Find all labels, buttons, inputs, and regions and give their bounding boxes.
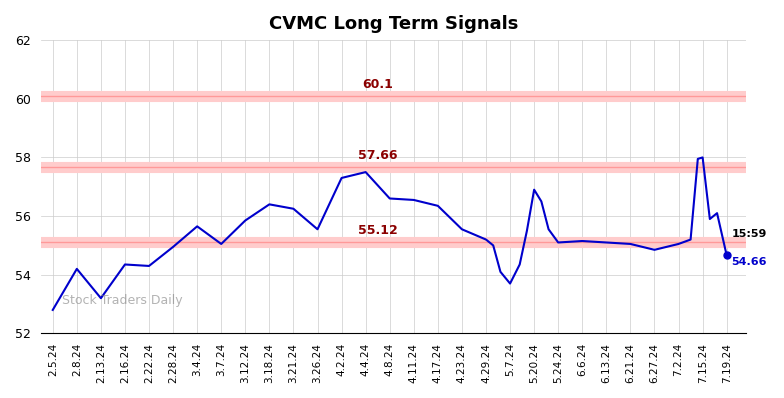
Text: 15:59: 15:59 xyxy=(731,229,767,239)
Text: 55.12: 55.12 xyxy=(358,224,397,237)
Title: CVMC Long Term Signals: CVMC Long Term Signals xyxy=(269,15,518,33)
Text: 60.1: 60.1 xyxy=(362,78,393,91)
Text: Stock Traders Daily: Stock Traders Daily xyxy=(62,294,183,307)
Text: 54.66: 54.66 xyxy=(731,257,767,267)
Text: 57.66: 57.66 xyxy=(358,149,397,162)
